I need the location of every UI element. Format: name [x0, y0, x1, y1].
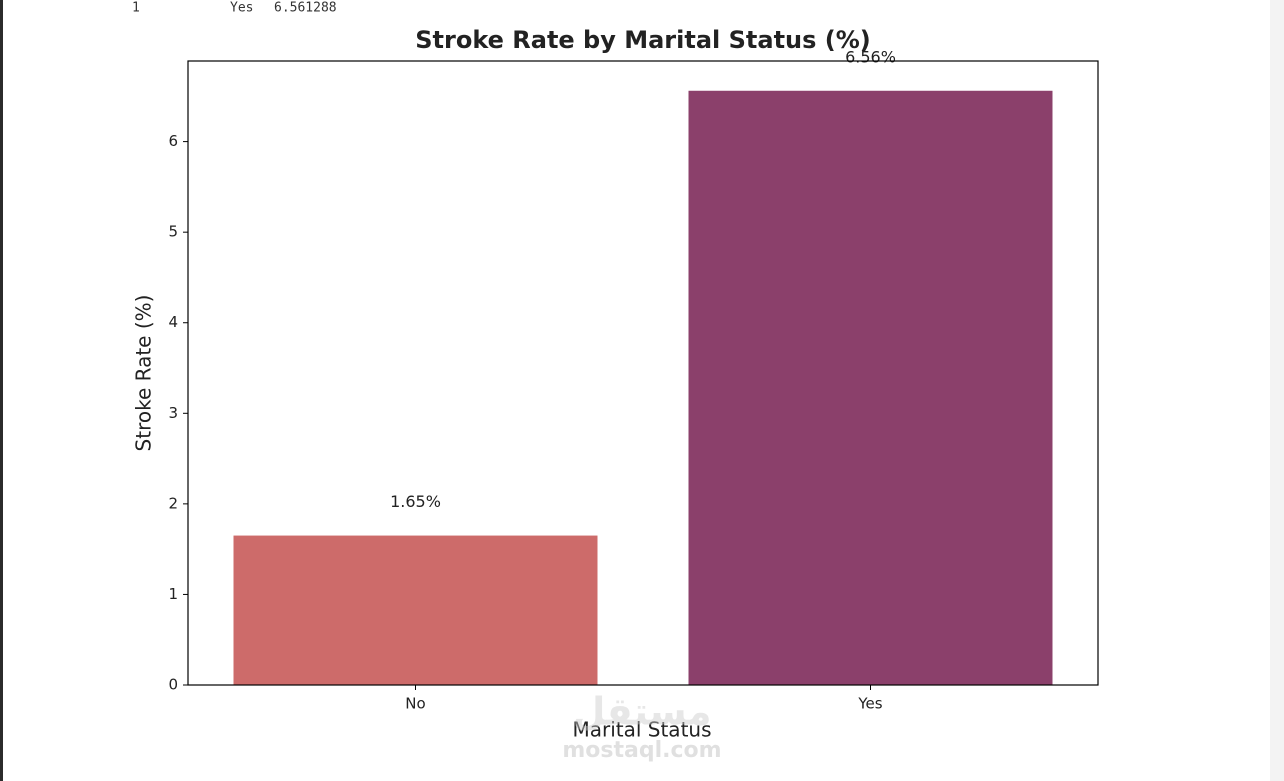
y-axis-label: Stroke Rate (%) [132, 295, 156, 452]
watermark-arabic: مستقل [573, 690, 712, 734]
y-tick-label: 3 [168, 404, 178, 422]
y-tick-label: 6 [168, 132, 178, 150]
watermark-site: mostaql.com [562, 738, 721, 763]
console-value: 6.561288 [274, 1, 337, 16]
x-tick-label: Yes [857, 695, 882, 713]
console-index: 1 [132, 1, 140, 16]
y-tick-label: 0 [168, 676, 178, 694]
y-tick-label: 5 [168, 223, 178, 241]
value-label: 1.65% [390, 492, 441, 511]
x-tick-label: No [405, 695, 425, 713]
x-axis-label: Marital Status [572, 718, 711, 742]
y-tick-label: 4 [168, 313, 178, 331]
chart-title: Stroke Rate by Marital Status (%) [415, 26, 871, 54]
bar [233, 535, 598, 685]
scrollbar [1270, 0, 1284, 781]
bar [688, 90, 1053, 685]
console-label: Yes [230, 1, 253, 16]
value-label: 6.56% [845, 47, 896, 66]
left-edge [0, 0, 3, 781]
plot-frame [187, 60, 1099, 686]
y-tick-label: 1 [168, 585, 178, 603]
y-tick-label: 2 [168, 494, 178, 512]
